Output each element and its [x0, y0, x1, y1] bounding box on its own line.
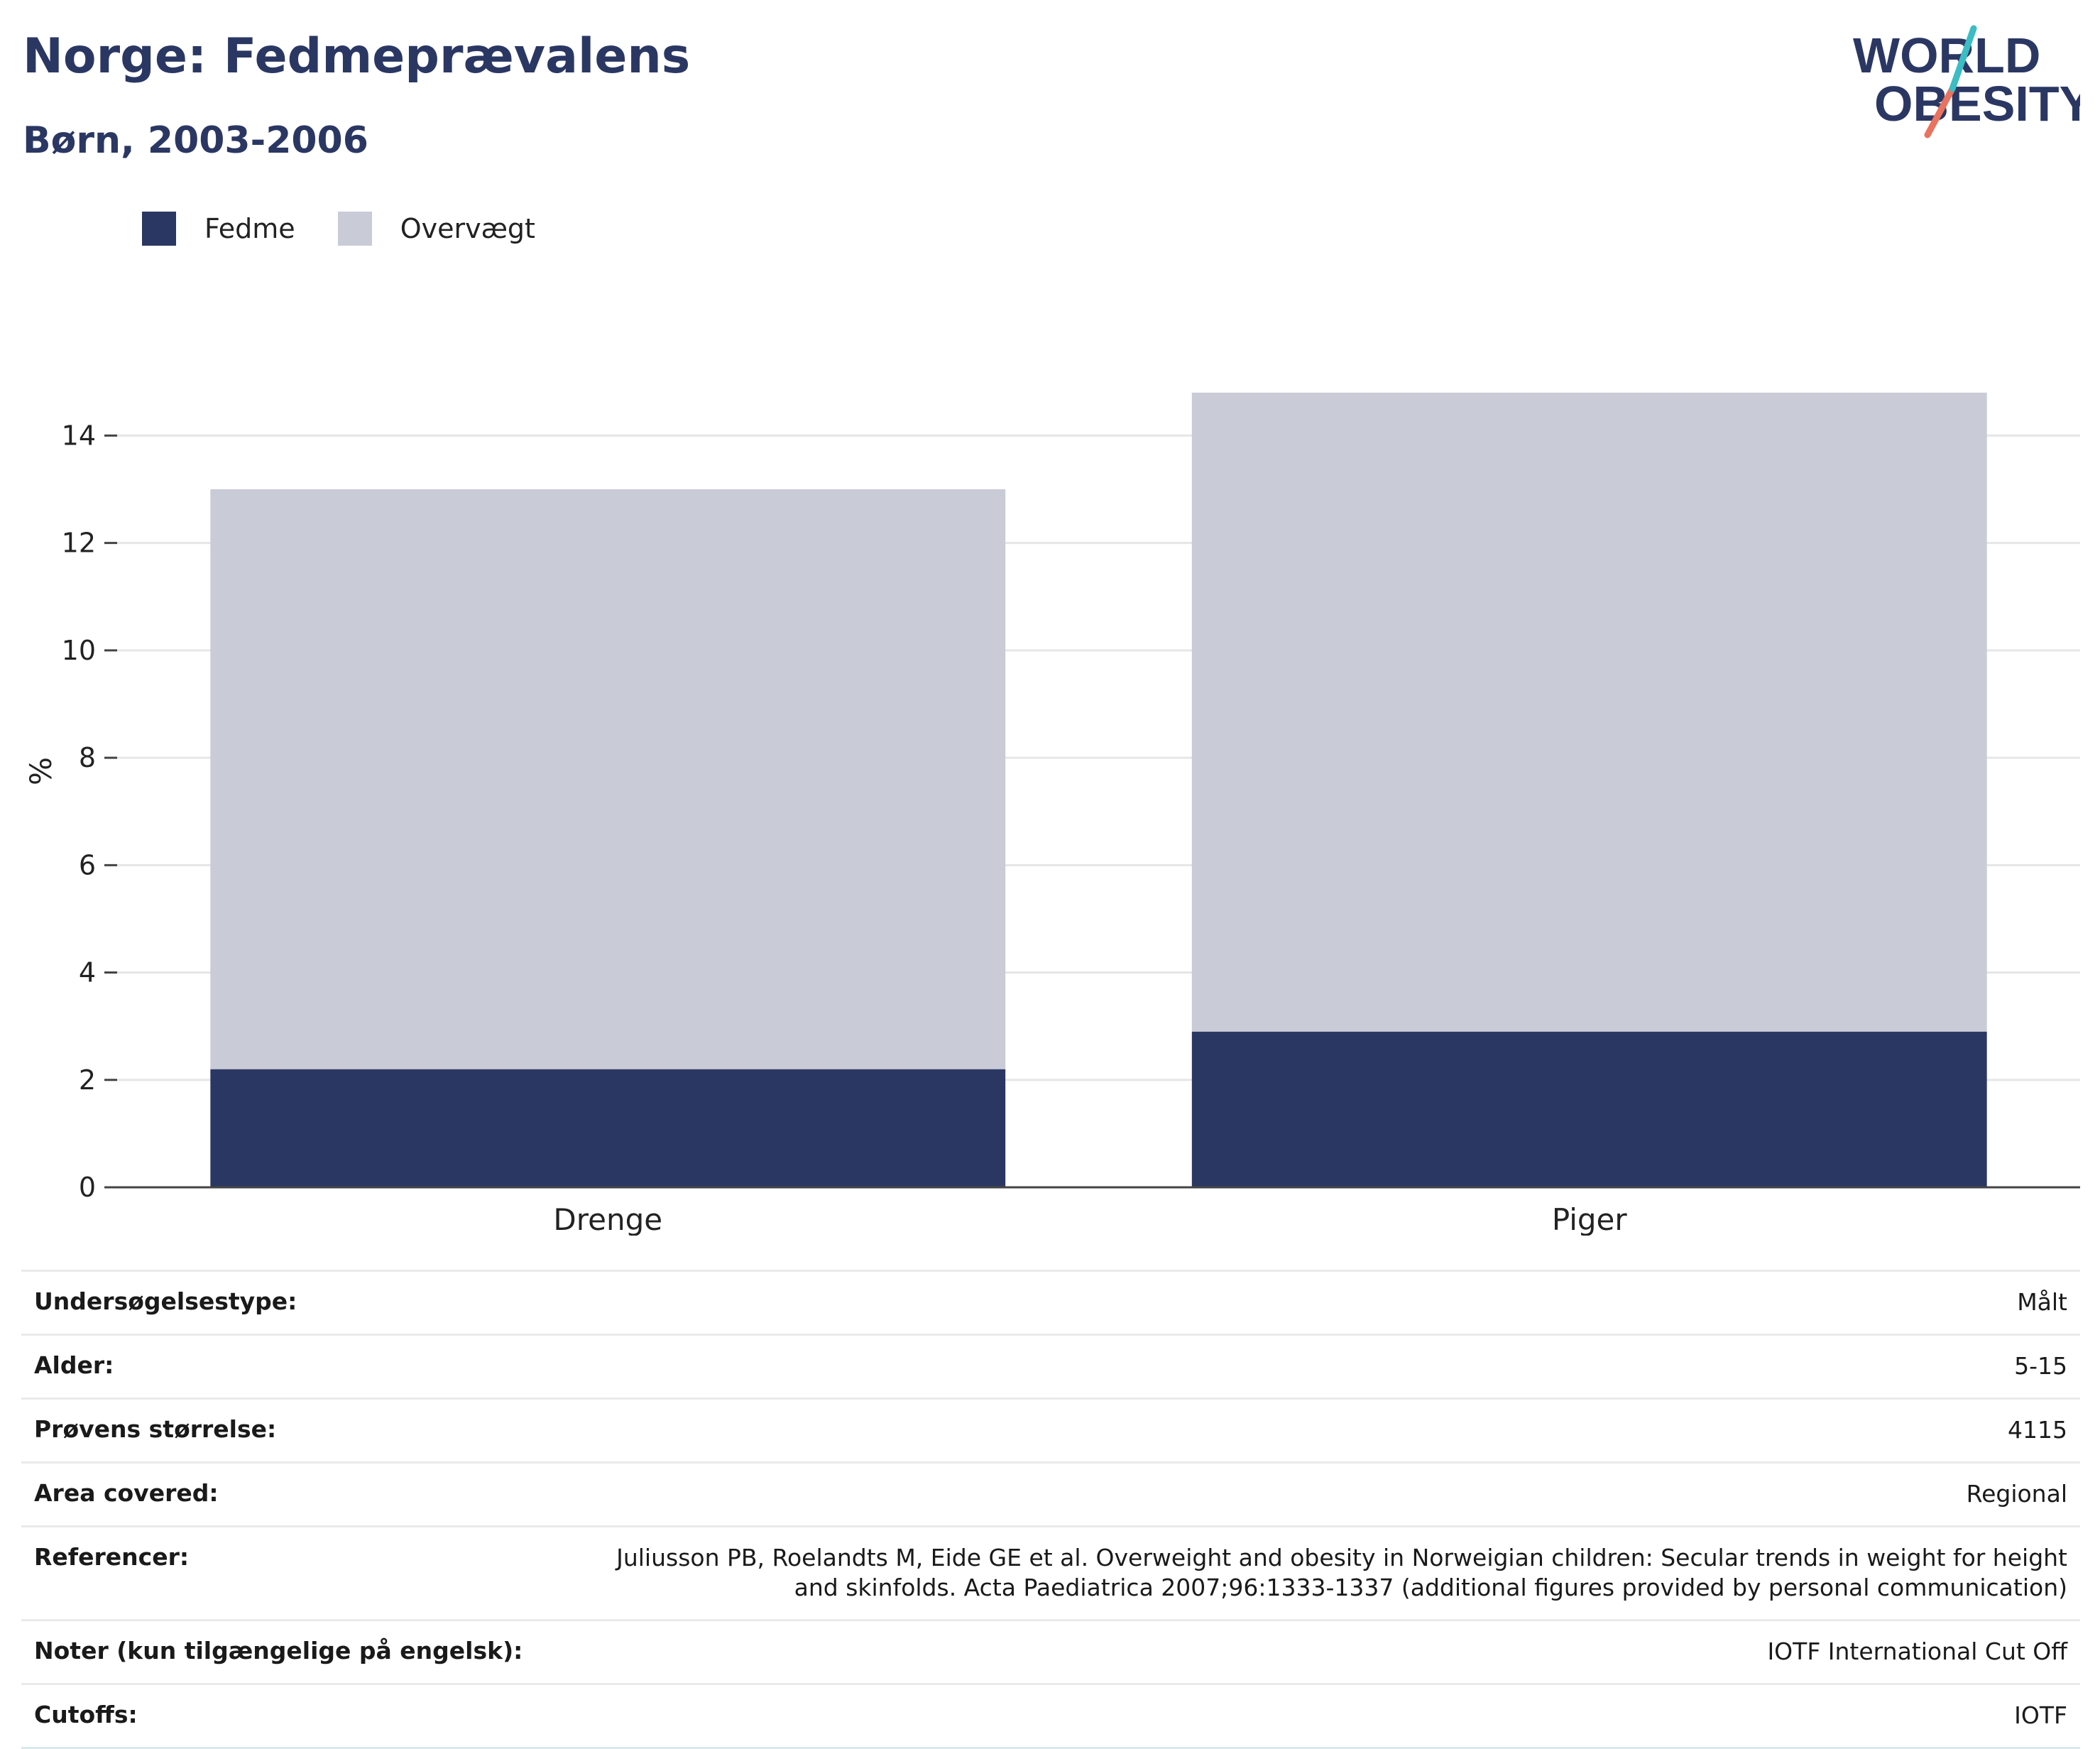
y-tick-label: 8 — [79, 742, 96, 773]
details-row: Area covered: Regional — [21, 1461, 2080, 1527]
logo-text-world: WORLD — [1853, 28, 2040, 83]
details-value: Regional — [586, 1461, 2080, 1527]
details-row: Referencer: Juliusson PB, Roelandts M, Ei… — [21, 1525, 2080, 1620]
details-value: Målt — [586, 1270, 2080, 1335]
details-key: Cutoffs: — [21, 1683, 586, 1749]
details-row: Cutoffs: IOTF — [21, 1683, 2080, 1749]
details-key: Prøvens størrelse: — [21, 1397, 586, 1463]
y-tick-label: 12 — [62, 528, 96, 559]
legend-swatch-fedme — [142, 212, 176, 246]
details-value: 5-15 — [586, 1333, 2080, 1399]
details-value: IOTF International Cut Off — [586, 1619, 2080, 1684]
survey-details-table: Undersøgelsestype: Målt Alder: 5-15 Prøvens … — [21, 1270, 2080, 1749]
y-tick-label: 2 — [79, 1064, 96, 1096]
bar-overvgt-drenge — [210, 489, 1006, 1069]
details-row: Alder: 5-15 — [21, 1333, 2080, 1399]
y-tick-label: 6 — [79, 849, 96, 881]
details-key: Undersøgelsestype: — [21, 1270, 586, 1335]
world-obesity-logo: WORLD OBESITY — [1853, 25, 2080, 138]
logo-text-obesity: OBESITY — [1874, 76, 2080, 131]
details-key: Area covered: — [21, 1461, 586, 1527]
y-tick-label: 10 — [62, 635, 96, 666]
chart-legend: Fedme Overvægt — [142, 212, 578, 246]
details-value: Juliusson PB, Roelandts M, Eide GE et al… — [586, 1525, 2080, 1620]
details-key: Alder: — [21, 1333, 586, 1399]
page-subtitle: Børn, 2003-2006 — [23, 119, 368, 162]
page-title: Norge: Fedmeprævalens — [23, 28, 691, 85]
details-key: Noter (kun tilgængelige på engelsk): — [21, 1619, 586, 1684]
bar-fedme-drenge — [210, 1069, 1006, 1187]
logo-slash-red — [1924, 85, 1956, 138]
x-tick-label: Drenge — [553, 1202, 662, 1236]
logo-slash-teal — [1949, 25, 1977, 92]
details-value: 4115 — [586, 1397, 2080, 1463]
x-tick-label: Piger — [1552, 1202, 1628, 1236]
legend-label-overvaegt: Overvægt — [400, 213, 535, 244]
details-value: IOTF — [586, 1683, 2080, 1749]
bar-overvgt-piger — [1191, 392, 1987, 1032]
stacked-bar-chart: 0 2 4 6 8 10 12 14% Drenge Piger — [23, 392, 2080, 1236]
details-key: Referencer: — [21, 1525, 586, 1620]
details-row: Noter (kun tilgængelige på engelsk): IOTF… — [21, 1619, 2080, 1684]
details-row: Prøvens størrelse: 4115 — [21, 1397, 2080, 1463]
legend-label-fedme: Fedme — [204, 213, 295, 244]
y-axis-label: % — [23, 757, 58, 785]
y-tick-label: 14 — [62, 420, 96, 451]
legend-swatch-overvaegt — [337, 212, 372, 246]
y-tick-label: 4 — [79, 957, 96, 988]
y-tick-label: 0 — [79, 1172, 96, 1203]
details-row: Undersøgelsestype: Målt — [21, 1270, 2080, 1335]
bar-fedme-piger — [1191, 1031, 1987, 1187]
